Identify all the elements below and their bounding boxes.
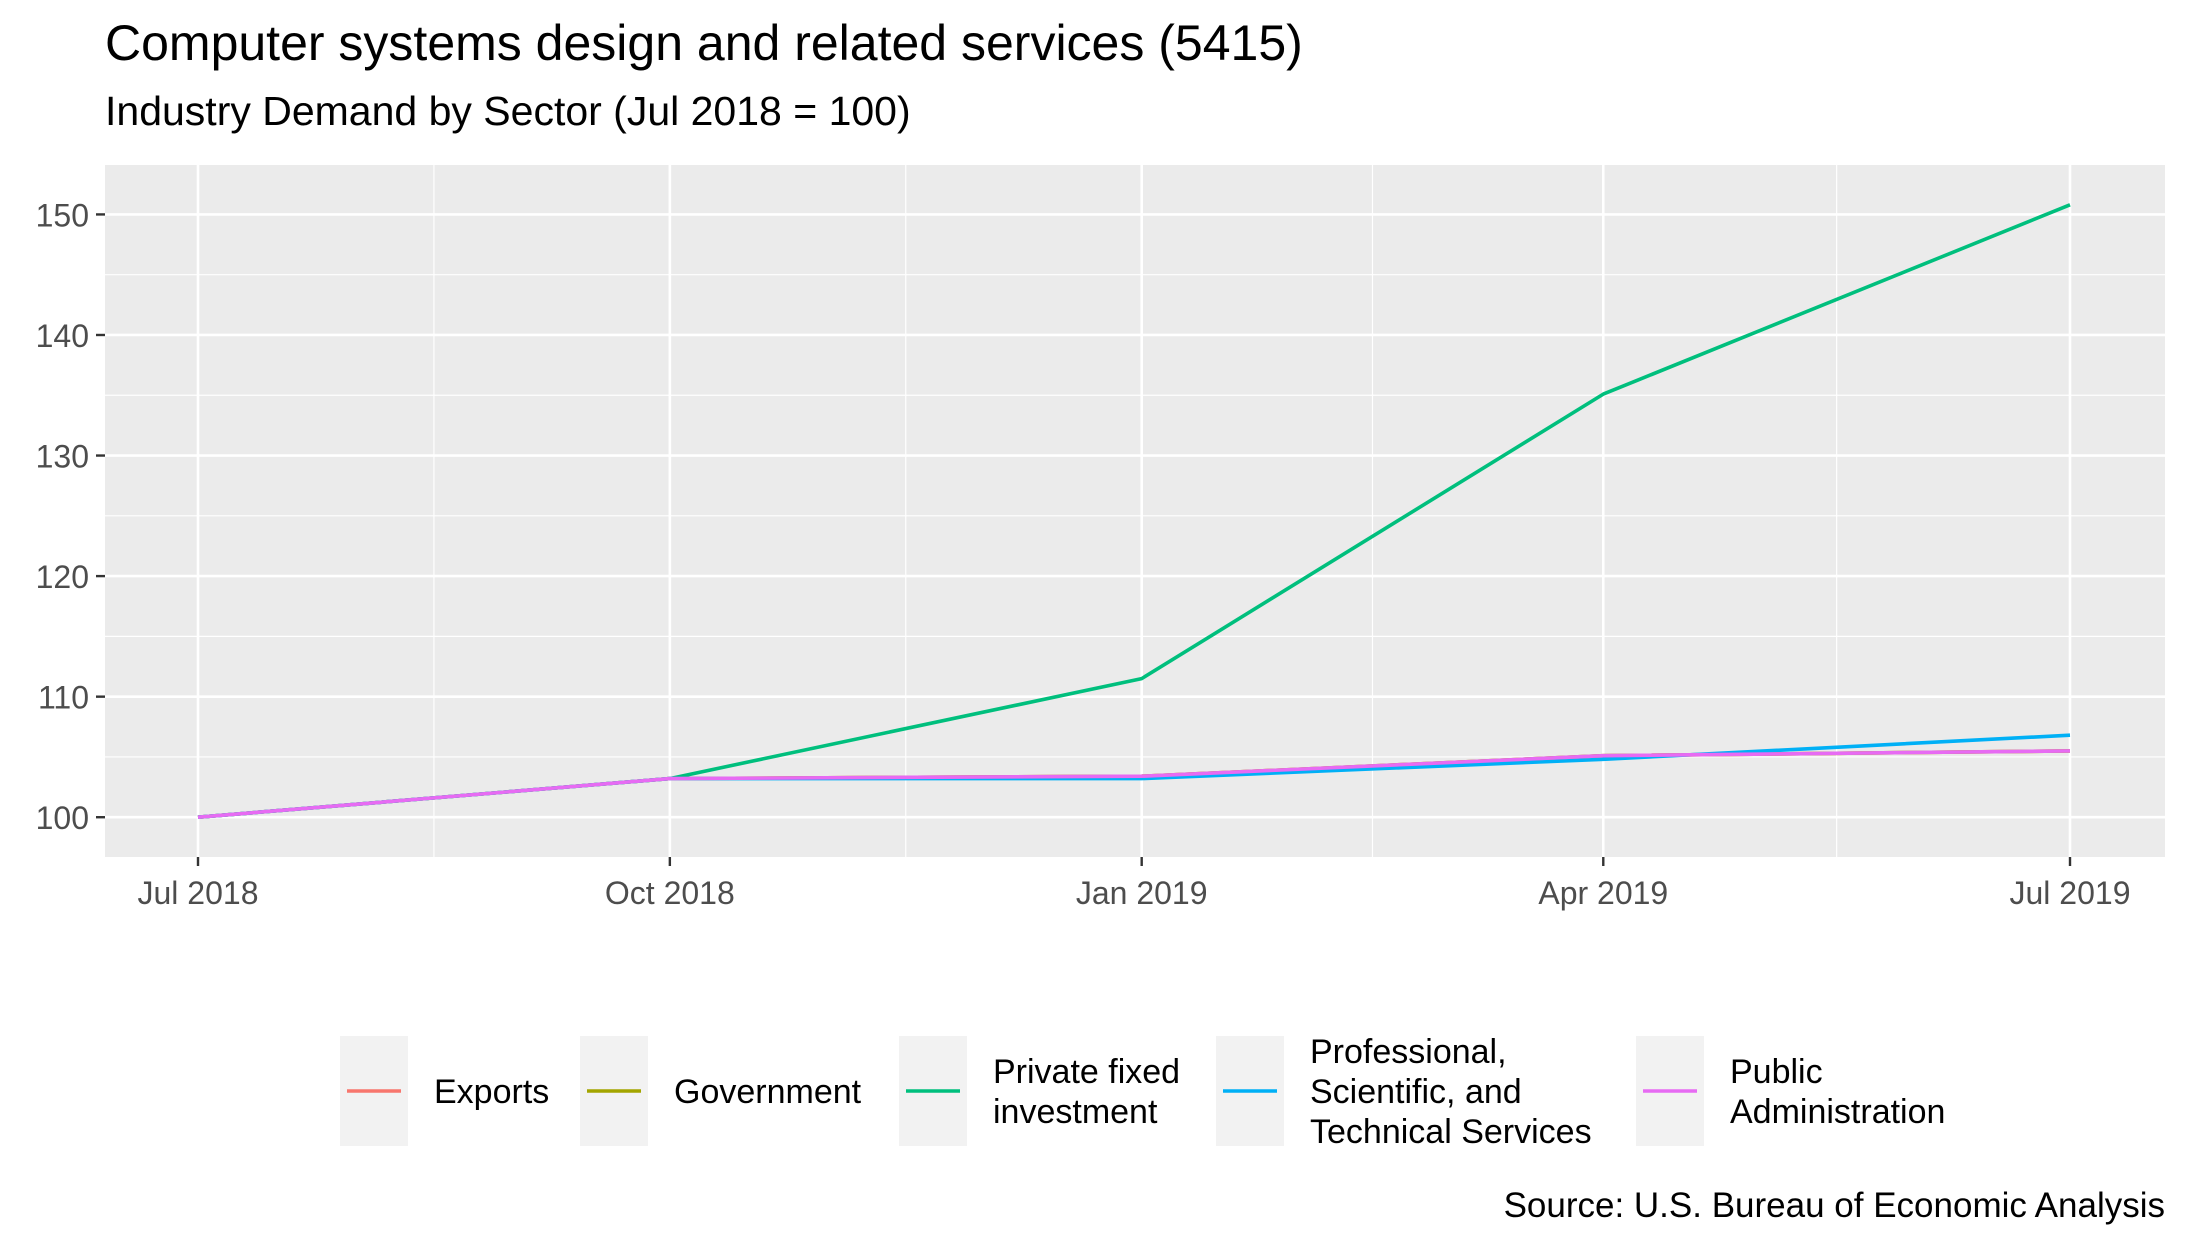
x-tick-label: Jan 2019 bbox=[1076, 875, 1208, 911]
x-tick-label: Apr 2019 bbox=[1538, 875, 1668, 911]
x-tick-label: Jul 2019 bbox=[2010, 875, 2131, 911]
legend: Exports Government Private fixedinvestment… bbox=[340, 1033, 1945, 1151]
y-tick-label: 130 bbox=[36, 439, 89, 475]
x-tick-label: Oct 2018 bbox=[605, 875, 735, 911]
axes: 100 110 120 130 140 150 Jul 2018 Oct 2018 Jan 20… bbox=[36, 197, 2131, 911]
series-lines bbox=[197, 203, 2071, 819]
legend-label: Private fixed bbox=[993, 1053, 1180, 1091]
y-tick-label: 140 bbox=[36, 318, 89, 354]
y-tick-label: 120 bbox=[36, 559, 89, 595]
chart-subtitle: Industry Demand by Sector (Jul 2018 = 10… bbox=[105, 88, 911, 134]
legend-label: Professional, bbox=[1310, 1033, 1507, 1071]
legend-label: Technical Services bbox=[1310, 1113, 1592, 1151]
chart-title: Computer systems design and related serv… bbox=[105, 15, 1303, 71]
legend-label: Exports bbox=[434, 1073, 549, 1111]
y-tick-label: 150 bbox=[36, 197, 89, 233]
y-tick-label: 100 bbox=[36, 800, 89, 836]
legend-label: Scientific, and bbox=[1310, 1073, 1522, 1111]
legend-label: Public bbox=[1730, 1053, 1823, 1091]
y-tick-label: 110 bbox=[38, 680, 89, 716]
legend-label: Government bbox=[674, 1073, 862, 1111]
legend-label: Administration bbox=[1730, 1093, 1945, 1131]
plot-panel bbox=[105, 165, 2165, 857]
legend-label: investment bbox=[993, 1093, 1158, 1131]
grid-lines bbox=[105, 165, 2165, 857]
source-note: Source: U.S. Bureau of Economic Analysis bbox=[1503, 1186, 2165, 1225]
series-line bbox=[197, 749, 2071, 819]
x-tick-label: Jul 2018 bbox=[138, 875, 259, 911]
